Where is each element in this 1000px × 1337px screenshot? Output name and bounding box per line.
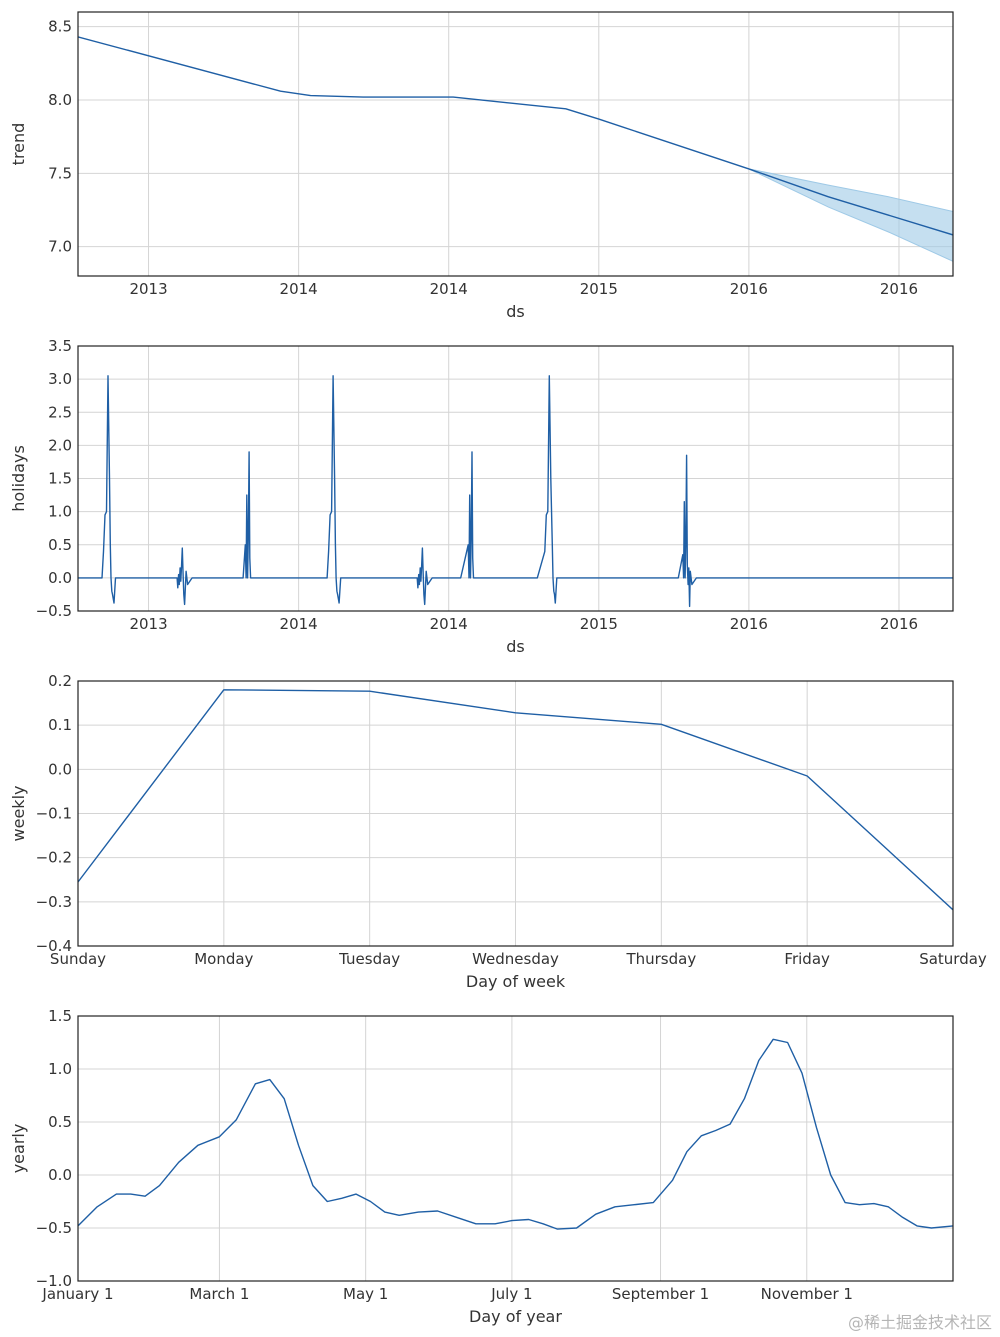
weekly-x-tick-label: Sunday [50,950,106,968]
holidays-y-axis-label: holidays [9,445,28,512]
yearly-y-tick-label: 0.0 [48,1166,72,1184]
yearly-x-tick-label: March 1 [189,1285,249,1303]
trend-y-axis-label: trend [9,123,28,166]
trend-x-tick-label: 2016 [880,280,918,298]
weekly-y-tick-label: −0.1 [36,805,72,823]
yearly-x-axis-label: Day of year [469,1307,562,1326]
yearly-x-tick-label: July 1 [490,1285,532,1303]
trend-panel: 7.0 7.5 8.0 8.5 2013 2014 2014 2015 2016 2016 ds tr… [9,11,954,321]
holidays-series-line [78,375,953,608]
holidays-x-axis-label: ds [506,637,525,656]
holidays-x-tick-label: 2015 [580,615,618,633]
holidays-x-tick-label: 2016 [730,615,768,633]
yearly-y-axis-label: yearly [9,1124,28,1174]
holidays-y-tick-label: 2.5 [48,403,72,421]
weekly-y-axis-label: weekly [9,786,28,842]
weekly-y-tick-label: −0.4 [36,937,72,955]
weekly-panel: −0.4 −0.3 −0.2 −0.1 0.0 0.1 0.2 Sunday Monday Tue… [9,672,987,991]
trend-x-tick-label: 2015 [580,280,618,298]
weekly-plot-frame [77,680,954,947]
weekly-y-tick-label: −0.2 [36,849,72,867]
trend-x-tick-label: 2016 [730,280,768,298]
holidays-x-tick-label: 2014 [430,615,468,633]
holidays-x-tick-label: 2014 [280,615,318,633]
holidays-y-tick-label: 0.5 [48,536,72,554]
trend-x-tick-label: 2014 [430,280,468,298]
trend-y-tick-label: 7.5 [48,164,72,182]
holidays-y-tick-label: 0.0 [48,569,72,587]
holidays-plot-frame [77,345,954,612]
trend-plot-frame [77,11,954,277]
trend-y-tick-label: 7.0 [48,238,72,256]
weekly-x-tick-label: Saturday [919,950,987,968]
yearly-y-tick-label: −1.0 [36,1272,72,1290]
holidays-y-tick-label: 1.5 [48,470,72,488]
yearly-series-line [78,1038,953,1230]
holidays-y-tick-label: 1.0 [48,503,72,521]
weekly-x-tick-label: Tuesday [338,950,400,968]
weekly-x-tick-label: Friday [784,950,830,968]
yearly-x-tick-label: November 1 [761,1285,853,1303]
trend-x-axis-label: ds [506,302,525,321]
holidays-y-tick-label: −0.5 [36,602,72,620]
holidays-x-tick-label: 2013 [129,615,167,633]
weekly-x-tick-label: Thursday [625,950,696,968]
weekly-x-tick-label: Wednesday [472,950,559,968]
weekly-y-tick-label: −0.3 [36,893,72,911]
yearly-x-tick-label: May 1 [343,1285,388,1303]
yearly-y-tick-label: 0.5 [48,1113,72,1131]
holidays-y-tick-label: 3.0 [48,370,72,388]
holidays-y-tick-label: 2.0 [48,436,72,454]
watermark: @稀土掘金技术社区 [847,1313,992,1332]
trend-uncertainty-band [748,168,953,262]
holidays-y-tick-label: 3.5 [48,337,72,355]
yearly-panel: −1.0 −0.5 0.0 0.5 1.0 1.5 January 1 March 1 May … [9,1007,954,1326]
yearly-plot-frame [77,1015,954,1282]
trend-x-tick-label: 2013 [129,280,167,298]
yearly-y-tick-label: 1.5 [48,1007,72,1025]
weekly-y-tick-label: 0.0 [48,760,72,778]
holidays-x-tick-label: 2016 [880,615,918,633]
weekly-series-line [78,689,953,911]
yearly-y-tick-label: −0.5 [36,1219,72,1237]
yearly-x-tick-label: September 1 [612,1285,709,1303]
yearly-y-tick-label: 1.0 [48,1060,72,1078]
weekly-y-tick-label: 0.1 [48,716,72,734]
trend-y-tick-label: 8.0 [48,91,72,109]
weekly-y-tick-label: 0.2 [48,672,72,690]
weekly-x-axis-label: Day of week [466,972,566,991]
holidays-panel: −0.5 0.0 0.5 1.0 1.5 2.0 2.5 3.0 3.5 2013 2014 2014… [9,337,954,656]
trend-y-tick-label: 8.5 [48,18,72,36]
weekly-x-tick-label: Monday [194,950,253,968]
trend-series-line [78,36,953,236]
trend-x-tick-label: 2014 [280,280,318,298]
yearly-x-tick-label: January 1 [41,1285,113,1303]
